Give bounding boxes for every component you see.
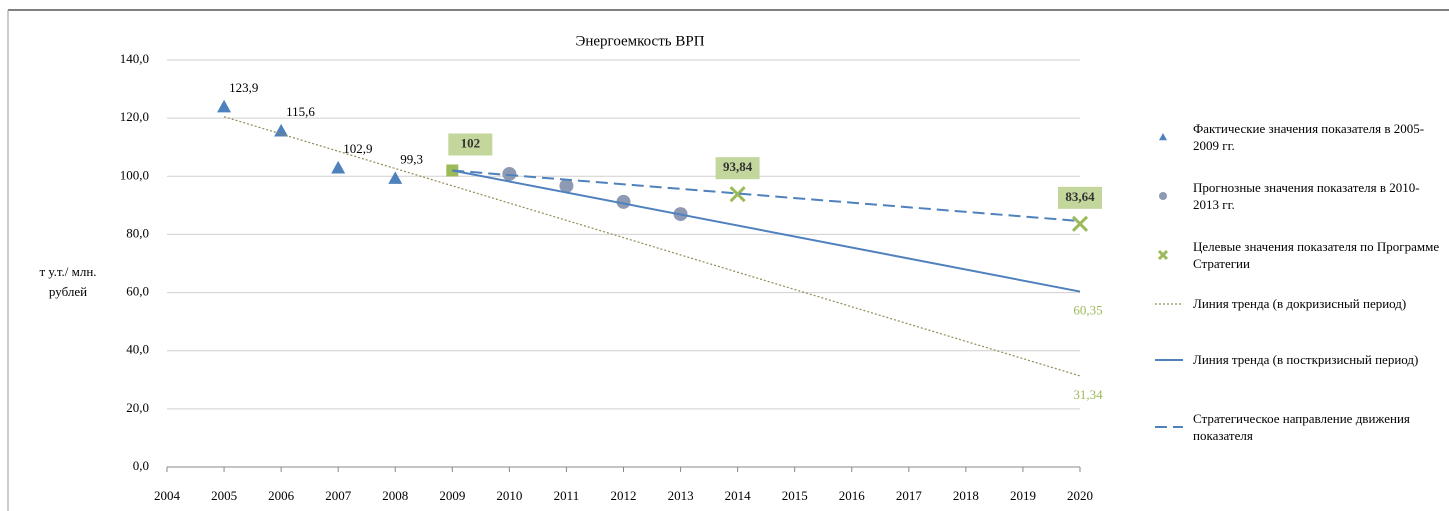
data-label: 123,9 [229, 80, 258, 95]
data-label: 83,64 [1065, 189, 1095, 204]
y-tick-label: 100,0 [120, 167, 149, 182]
data-label: 99,3 [400, 151, 423, 166]
y-tick-label: 20,0 [126, 400, 149, 415]
data-label-box [448, 133, 493, 156]
data-label: 115,6 [286, 104, 315, 119]
legend-item: Стратегическое направление движения пока… [1155, 410, 1440, 444]
circle-marker [1159, 192, 1167, 200]
x-tick-label: 2007 [325, 488, 352, 503]
legend-label: Фактические значения показателя в 2005-2… [1193, 121, 1425, 153]
legend-item: Фактические значения показателя в 2005-2… [1155, 120, 1440, 154]
triangle-marker [274, 123, 289, 137]
data-label: 102,9 [343, 141, 372, 156]
trend-line [452, 169, 1081, 223]
y-axis-label: т у.т./ млн. рублей [39, 264, 97, 299]
legend-symbol [1155, 358, 1183, 361]
trend-line [452, 169, 1081, 293]
legend-label: Целевые значения показателя по Программе… [1193, 239, 1440, 271]
x-tick-label: 2011 [554, 488, 580, 503]
legend-symbol [1157, 249, 1169, 261]
x-marker [1071, 215, 1089, 232]
x-tick-label: 2008 [382, 488, 408, 503]
y-tick-label: 60,0 [126, 284, 149, 299]
triangle-marker [331, 160, 346, 174]
data-label: 93,84 [723, 159, 753, 174]
triangle-marker [217, 99, 232, 113]
x-tick-label: 2019 [1010, 488, 1036, 503]
triangle-marker [388, 171, 403, 184]
x-marker [1157, 249, 1169, 261]
x-tick-label: 2006 [268, 488, 295, 503]
legend-symbol [1155, 426, 1183, 428]
legend-item: Линия тренда (в посткризисный период) [1155, 351, 1440, 368]
data-label-box [1058, 186, 1102, 209]
x-tick-label: 2009 [439, 488, 465, 503]
x-tick-label: 2004 [154, 488, 181, 503]
legend-symbol [1159, 133, 1167, 141]
legend-symbol [1155, 302, 1183, 305]
x-marker [729, 186, 746, 203]
y-tick-label: 80,0 [126, 225, 149, 240]
legend-item: Линия тренда (в докризисный период) [1155, 295, 1440, 312]
x-tick-label: 2013 [668, 488, 694, 503]
data-label-box [715, 157, 760, 180]
chart-title: Энергоемкость ВРП [575, 33, 704, 49]
circle-marker [502, 166, 517, 181]
legend-label: Стратегическое направление движения пока… [1193, 411, 1410, 443]
x-tick-label: 2017 [896, 488, 923, 503]
x-tick-label: 2015 [782, 488, 808, 503]
x-tick-label: 2014 [725, 488, 752, 503]
data-label: 102 [461, 135, 481, 150]
legend-label: Линия тренда (в посткризисный период) [1193, 352, 1419, 367]
x-tick-label: 2016 [839, 488, 866, 503]
y-tick-label: 120,0 [120, 109, 149, 124]
data-label: 31,34 [1073, 387, 1103, 402]
legend-symbol [1159, 192, 1167, 200]
x-tick-label: 2018 [953, 488, 979, 503]
triangle-marker [1159, 133, 1167, 141]
legend-label: Линия тренда (в докризисный период) [1193, 296, 1407, 311]
y-tick-label: 40,0 [126, 342, 149, 357]
y-tick-label: 140,0 [120, 51, 149, 66]
y-tick-label: 0,0 [133, 458, 149, 473]
x-tick-label: 2020 [1067, 488, 1093, 503]
x-tick-label: 2010 [496, 488, 522, 503]
legend-item: Целевые значения показателя по Программе… [1155, 238, 1440, 272]
legend-label: Прогнозные значения показателя в 2010-20… [1193, 180, 1420, 212]
circle-marker [559, 178, 574, 193]
x-tick-label: 2005 [211, 488, 237, 503]
circle-marker [616, 194, 631, 209]
trend-line [223, 116, 1081, 377]
data-label: 60,35 [1073, 303, 1102, 318]
x-tick-label: 2012 [611, 488, 637, 503]
legend-item: Прогнозные значения показателя в 2010-20… [1155, 179, 1440, 213]
